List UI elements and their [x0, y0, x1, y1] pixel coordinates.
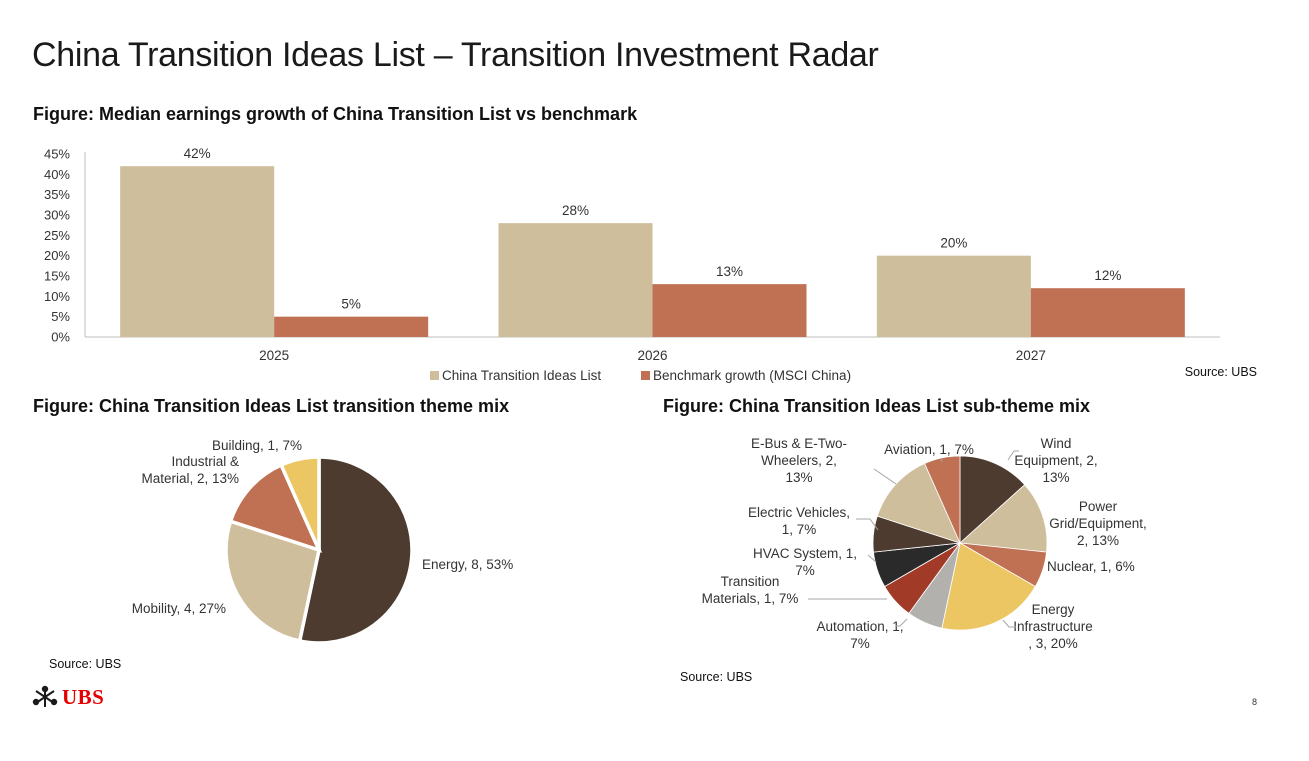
bar-china-transition-ideas-list-2025 — [120, 166, 275, 337]
theme-slice-industrial-material — [228, 462, 323, 553]
subtheme-slice-aviation — [924, 455, 961, 544]
subtheme-slice-power-grid-equipment — [959, 484, 1048, 553]
subtheme-slice-energy-infrastructure — [941, 542, 1036, 631]
theme-label-mobility: Mobility, 4, 27% — [132, 601, 226, 616]
bar-data-label: 42% — [184, 146, 211, 161]
subtheme-slice-wind-equipment — [959, 455, 1026, 544]
subtheme-label-power-grid-equipment: Grid/Equipment, — [1049, 516, 1147, 531]
bar-data-label: 28% — [562, 203, 589, 218]
subtheme-label-e-bus-e-two-wheelers: 13% — [785, 470, 812, 485]
bar-data-label: 20% — [940, 236, 967, 251]
legend-label-china-transition-ideas-list: China Transition Ideas List — [442, 368, 601, 383]
theme-label-energy: Energy, 8, 53% — [422, 557, 513, 572]
bar-chart-title: Figure: Median earnings growth of China … — [33, 104, 638, 124]
bar-data-label: 12% — [1094, 268, 1121, 283]
theme-label-industrial-material: Industrial & — [171, 454, 239, 469]
subtheme-label-automation: Automation, 1, — [816, 619, 903, 634]
legend-swatch-benchmark-growth-msci-china — [641, 371, 650, 380]
bar-benchmark-growth-msci-china-2025 — [274, 316, 429, 337]
subtheme-label-e-bus-e-two-wheelers: E-Bus & E-Two- — [751, 436, 847, 451]
subtheme-label-electric-vehicles: Electric Vehicles, — [748, 505, 850, 520]
theme-slice-mobility — [224, 519, 322, 644]
subtheme-label-energy-infrastructure: Energy — [1032, 602, 1075, 617]
subtheme-label-energy-infrastructure: Infrastructure — [1013, 619, 1093, 634]
bar-china-transition-ideas-list-2026 — [498, 223, 653, 337]
legend-swatch-china-transition-ideas-list — [430, 371, 439, 380]
theme-label-building: Building, 1, 7% — [212, 438, 302, 453]
y-tick-label: 35% — [44, 187, 70, 202]
legend-label-benchmark-growth-msci-china: Benchmark growth (MSCI China) — [653, 368, 851, 383]
x-tick-label: 2026 — [637, 348, 667, 363]
y-tick-label: 5% — [51, 309, 70, 324]
subtheme-label-transition-materials: Materials, 1, 7% — [702, 591, 799, 606]
bar-benchmark-growth-msci-china-2026 — [652, 284, 807, 337]
ubs-keys-icon — [32, 685, 58, 707]
ubs-logo-text: UBS — [62, 684, 105, 709]
subtheme-label-automation: 7% — [850, 636, 870, 651]
y-tick-label: 20% — [44, 248, 70, 263]
subtheme-pie-source: Source: UBS — [680, 670, 753, 684]
subtheme-leader-line — [856, 518, 879, 531]
subtheme-label-power-grid-equipment: Power — [1079, 499, 1118, 514]
subtheme-label-nuclear: Nuclear, 1, 6% — [1047, 559, 1135, 574]
subtheme-label-wind-equipment: Wind — [1041, 436, 1072, 451]
bar-data-label: 13% — [716, 264, 743, 279]
subtheme-label-energy-infrastructure: , 3, 20% — [1028, 636, 1078, 651]
y-tick-label: 25% — [44, 228, 70, 243]
theme-slice-energy — [297, 455, 414, 645]
subtheme-label-wind-equipment: Equipment, 2, — [1014, 453, 1097, 468]
page-number: 8 — [1251, 697, 1257, 707]
subtheme-leader-line — [1002, 619, 1016, 628]
y-tick-label: 30% — [44, 208, 70, 223]
bar-china-transition-ideas-list-2027 — [876, 255, 1031, 337]
subtheme-label-wind-equipment: 13% — [1042, 470, 1069, 485]
bar-data-label: 5% — [341, 297, 361, 312]
y-tick-label: 15% — [44, 269, 70, 284]
x-tick-label: 2027 — [1016, 348, 1046, 363]
subtheme-label-power-grid-equipment: 2, 13% — [1077, 533, 1119, 548]
ubs-logo: UBS — [32, 684, 104, 710]
subtheme-label-hvac-system: HVAC System, 1, — [753, 546, 857, 561]
subtheme-leader-line — [1007, 450, 1019, 461]
y-tick-label: 40% — [44, 167, 70, 182]
y-tick-label: 0% — [51, 330, 70, 345]
subtheme-pie-title: Figure: China Transition Ideas List sub-… — [663, 396, 1091, 416]
subtheme-leader-line — [940, 457, 943, 463]
subtheme-label-hvac-system: 7% — [795, 563, 815, 578]
theme-pie-title: Figure: China Transition Ideas List tran… — [33, 396, 510, 416]
subtheme-label-e-bus-e-two-wheelers: Wheelers, 2, — [761, 453, 837, 468]
subtheme-label-electric-vehicles: 1, 7% — [782, 522, 817, 537]
subtheme-leader-line — [896, 618, 908, 627]
theme-pie-source: Source: UBS — [49, 657, 122, 671]
subtheme-leader-line — [867, 554, 877, 563]
subtheme-slice-e-bus-e-two-wheelers — [876, 462, 961, 544]
theme-slice-building — [278, 455, 321, 551]
page-title: China Transition Ideas List – Transition… — [32, 36, 879, 74]
bar-chart-source: Source: UBS — [1184, 365, 1257, 379]
x-tick-label: 2025 — [259, 348, 289, 363]
subtheme-label-transition-materials: Transition — [721, 574, 780, 589]
subtheme-label-aviation: Aviation, 1, 7% — [884, 442, 974, 457]
y-tick-label: 10% — [44, 289, 70, 304]
y-tick-label: 45% — [44, 147, 70, 162]
subtheme-leader-line — [873, 468, 897, 485]
theme-label-industrial-material: Material, 2, 13% — [141, 471, 239, 486]
bar-benchmark-growth-msci-china-2027 — [1030, 288, 1185, 337]
